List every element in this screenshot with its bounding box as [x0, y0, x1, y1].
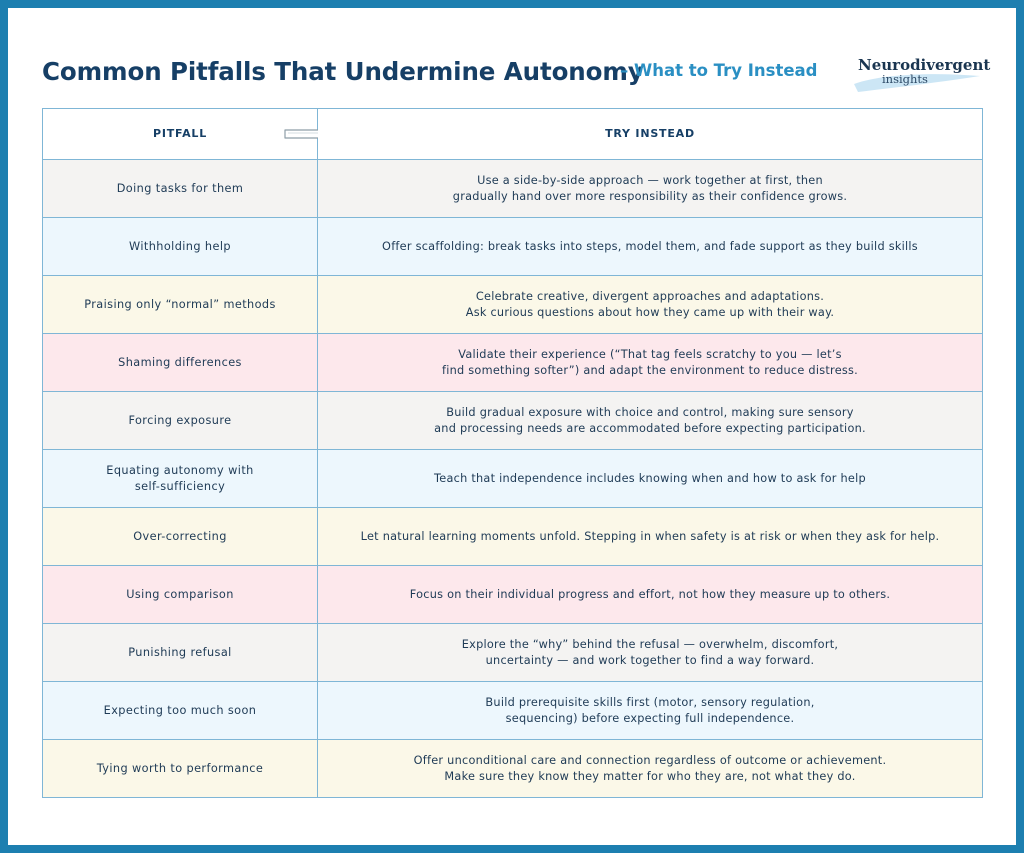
- pitfall-cell-text: Doing tasks for them: [116, 181, 244, 195]
- try-instead-cell-text: Celebrate creative, divergent approaches…: [475, 289, 825, 303]
- table-row: Tying worth to performance Offer uncondit…: [42, 739, 983, 798]
- table-row: Praising only “normal” methods Celebrate …: [42, 275, 983, 334]
- pitfall-cell-text: Forcing exposure: [128, 413, 232, 427]
- try-instead-cell-text: Build prerequisite skills first (motor, …: [485, 695, 815, 709]
- try-instead-cell-text: Teach that independence includes knowing…: [434, 471, 866, 485]
- pitfall-cell: Withholding help: [42, 217, 318, 276]
- pitfall-cell-text: Shaming differences: [118, 355, 242, 369]
- pitfall-cell: Forcing exposure: [42, 391, 318, 450]
- pitfall-cell: Doing tasks for them: [42, 159, 318, 218]
- try-instead-cell-text: uncertainty — and work together to find …: [485, 653, 815, 667]
- pitfall-cell: Punishing refusal: [42, 623, 318, 682]
- try-instead-cell: Teach that independence includes knowing…: [317, 449, 983, 508]
- try-instead-cell-text: find something softer”) and adapt the en…: [441, 363, 859, 377]
- try-instead-cell-text: Let natural learning moments unfold. Ste…: [360, 529, 940, 543]
- table-row: Doing tasks for them Use a side-by-side a…: [42, 159, 983, 218]
- try-instead-cell-text: Explore the “why” behind the refusal — o…: [461, 637, 839, 651]
- pitfall-cell: Over-correcting: [42, 507, 318, 566]
- try-instead-cell: Build prerequisite skills first (motor, …: [317, 681, 983, 740]
- table-row: Forcing exposure Build gradual exposure w…: [42, 391, 983, 450]
- try-instead-cell-text: and processing needs are accommodated be…: [434, 421, 866, 435]
- try-instead-cell: Explore the “why” behind the refusal — o…: [317, 623, 983, 682]
- pitfall-cell-text: self-sufficiency: [134, 479, 226, 493]
- table-row: Equating autonomy with self-sufficiency Te…: [42, 449, 983, 508]
- try-instead-cell-text: Offer unconditional care and connection …: [413, 753, 887, 767]
- try-instead-cell-text: Ask curious questions about how they cam…: [465, 305, 835, 319]
- pitfall-cell-text: Expecting too much soon: [103, 703, 257, 717]
- pitfall-cell-text: Tying worth to performance: [96, 761, 264, 775]
- try-instead-cell: Offer unconditional care and connection …: [317, 739, 983, 798]
- table-row: Punishing refusal Explore the “why” behin…: [42, 623, 983, 682]
- column-header-pitfall-label: PITFALL: [152, 127, 208, 140]
- pitfall-cell: Equating autonomy with self-sufficiency: [42, 449, 318, 508]
- try-instead-cell: Use a side-by-side approach — work toget…: [317, 159, 983, 218]
- try-instead-cell-text: Build gradual exposure with choice and c…: [446, 405, 854, 419]
- logo-tagline: insights: [882, 72, 928, 86]
- pitfall-cell: Tying worth to performance: [42, 739, 318, 798]
- try-instead-cell-text: gradually hand over more responsibility …: [452, 189, 848, 203]
- page-subtitle: – What to Try Instead: [620, 61, 818, 80]
- table-row: Shaming differences Validate their experi…: [42, 333, 983, 392]
- try-instead-cell-text: Validate their experience (“That tag fee…: [458, 347, 842, 361]
- pitfalls-table: PITFALL TRY INSTEAD Doing tasks for them…: [42, 108, 983, 798]
- try-instead-cell-text: Make sure they know they matter for who …: [444, 769, 856, 783]
- try-instead-cell-text: sequencing) before expecting full indepe…: [505, 711, 795, 725]
- logo-swash-icon: [854, 74, 980, 92]
- try-instead-cell: Validate their experience (“That tag fee…: [317, 333, 983, 392]
- brand-logo: Neurodivergent insights: [852, 56, 990, 98]
- logo-wordmark: Neurodivergent: [858, 56, 991, 74]
- pitfall-cell-text: Withholding help: [129, 239, 231, 253]
- pitfall-cell: Using comparison: [42, 565, 318, 624]
- table-row: Using comparison Focus on their individua…: [42, 565, 983, 624]
- try-instead-cell: Build gradual exposure with choice and c…: [317, 391, 983, 450]
- pitfall-cell-text: Praising only “normal” methods: [84, 297, 276, 311]
- try-instead-cell-text: Focus on their individual progress and e…: [409, 587, 891, 601]
- pitfall-cell-text: Using comparison: [126, 587, 234, 601]
- page-title: Common Pitfalls That Undermine Autonomy: [42, 57, 644, 86]
- table-row: Withholding help Offer scaffolding: break…: [42, 217, 983, 276]
- infographic-frame: Common Pitfalls That Undermine Autonomy …: [8, 8, 1016, 845]
- try-instead-cell: Let natural learning moments unfold. Ste…: [317, 507, 983, 566]
- try-instead-cell-text: Offer scaffolding: break tasks into step…: [382, 239, 918, 253]
- table-row: Over-correcting Let natural learning mome…: [42, 507, 983, 566]
- try-instead-cell: Focus on their individual progress and e…: [317, 565, 983, 624]
- try-instead-cell-text: Use a side-by-side approach — work toget…: [477, 173, 823, 187]
- column-header-pitfall: PITFALL: [42, 108, 345, 160]
- pitfall-cell: Expecting too much soon: [42, 681, 318, 740]
- table-header-row: PITFALL TRY INSTEAD: [42, 108, 983, 160]
- pitfall-cell: Praising only “normal” methods: [42, 275, 318, 334]
- try-instead-cell: Offer scaffolding: break tasks into step…: [317, 217, 983, 276]
- pitfall-cell: Shaming differences: [42, 333, 318, 392]
- column-header-try-instead: TRY INSTEAD: [317, 108, 983, 160]
- pitfall-cell-text: Equating autonomy with: [106, 463, 254, 477]
- table-row: Expecting too much soon Build prerequisit…: [42, 681, 983, 740]
- pitfall-cell-text: Punishing refusal: [128, 645, 232, 659]
- try-instead-cell: Celebrate creative, divergent approaches…: [317, 275, 983, 334]
- pitfall-cell-text: Over-correcting: [133, 529, 227, 543]
